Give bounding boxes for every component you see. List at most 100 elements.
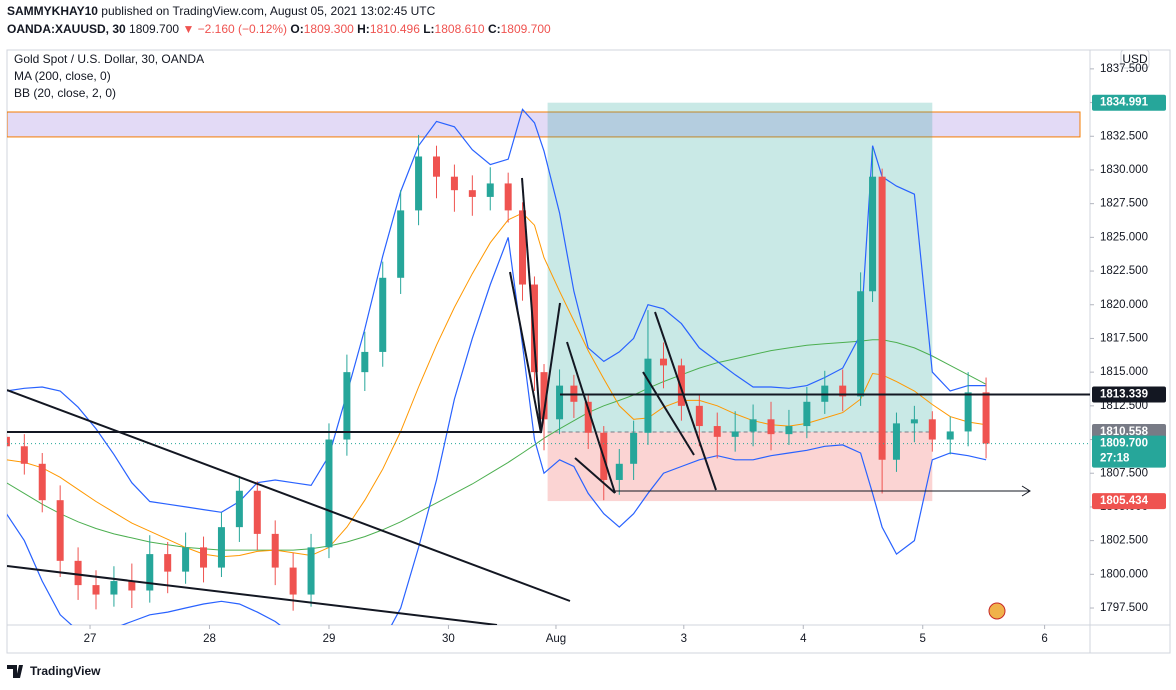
candle-body (450, 176, 458, 191)
candle-body (869, 176, 877, 292)
candle-body (556, 385, 564, 420)
change: ▼ −2.160 (−0.12%) (182, 22, 287, 36)
brand-logo (7, 665, 23, 678)
chart-frame (6, 49, 1171, 654)
x-tick-label: 30 (442, 633, 455, 645)
candle-body (857, 291, 865, 397)
candle-body (803, 401, 811, 427)
candle-body (74, 560, 82, 586)
legend-entry: MA (200, close, 0) (14, 69, 111, 83)
zigzag-line (540, 302, 561, 434)
candle-body (38, 463, 46, 501)
ohlc-value: 1810.496 (370, 22, 420, 36)
candle-body (964, 392, 972, 432)
y-tick-label: 1817.500 (1100, 332, 1148, 344)
plot-area (7, 102, 1090, 625)
y-tick-label: 1807.500 (1100, 467, 1148, 479)
symbol: OANDA:XAUUSD, 30 (7, 22, 126, 36)
candle-body (659, 358, 667, 366)
candle-body (235, 490, 243, 528)
last-price: 1809.700 (129, 22, 179, 36)
position-profit (547, 102, 933, 433)
last-price-label: 1809.700 (1100, 438, 1148, 450)
candle-body (486, 183, 494, 197)
candle-body (878, 176, 886, 460)
candle-body (540, 372, 548, 420)
arrow-head (1021, 485, 1031, 497)
candle-body (253, 490, 261, 534)
ohlc-value: 1808.610 (435, 22, 485, 36)
candle-body (361, 351, 369, 373)
x-tick-label: Aug (546, 633, 566, 645)
candle-body (271, 533, 279, 568)
candle-body (785, 426, 793, 435)
candle-body (146, 554, 154, 591)
event-flag (988, 602, 1006, 620)
target-label: 1834.991 (1100, 97, 1149, 109)
candle-body (325, 439, 333, 548)
last-price-box (1092, 435, 1166, 468)
y-tick-label: 1827.500 (1100, 198, 1148, 210)
y-tick-label: 1830.000 (1100, 164, 1148, 176)
y-tick-label: 1800.000 (1100, 568, 1148, 580)
candle-body (910, 419, 918, 424)
target-box (1092, 94, 1166, 111)
y-tick-label: 1797.500 (1100, 602, 1148, 614)
currency: USD (1122, 52, 1148, 66)
zigzag-line (642, 371, 695, 456)
candle-body (110, 581, 118, 595)
x-tick-label: 6 (1041, 633, 1047, 645)
candle-body (695, 405, 703, 427)
candle-body (584, 401, 592, 433)
y-tick-label: 1812.500 (1100, 400, 1148, 412)
logo-mark (7, 665, 23, 678)
candle-body (713, 426, 721, 437)
stop-box (1092, 493, 1166, 510)
candle-body (7, 436, 10, 447)
candle-body (519, 210, 527, 285)
bb-lower (7, 237, 987, 625)
candle-body (928, 419, 936, 440)
candle-body (289, 567, 297, 595)
candle-body (644, 358, 652, 433)
y-tick-label: 1820.000 (1100, 299, 1148, 311)
candle-body (504, 183, 512, 211)
x-tick-label: 4 (800, 633, 807, 645)
candle-body (767, 419, 775, 435)
candle-body (379, 277, 387, 352)
brand: TradingView (30, 664, 101, 678)
candle-body (343, 372, 351, 440)
candle-body (946, 431, 954, 440)
candle-body (397, 210, 405, 278)
zigzag-line (521, 177, 542, 434)
candle-body (839, 385, 847, 397)
x-tick-label: 27 (84, 633, 97, 645)
drawings (7, 177, 1031, 625)
zigzag-line (509, 271, 542, 434)
countdown: 27:18 (1100, 453, 1130, 465)
trend-line (7, 565, 498, 625)
candle-body (530, 284, 538, 373)
stop-label: 1805.434 (1100, 495, 1149, 507)
x-tick-label: 5 (920, 633, 926, 645)
candle-body (217, 527, 225, 568)
currency-box[interactable] (1120, 49, 1150, 69)
candle-body (200, 547, 208, 568)
zigzag-line (566, 341, 616, 494)
candle-body (731, 431, 739, 437)
candle-body (749, 419, 757, 432)
y-tick-label: 1832.500 (1100, 130, 1148, 142)
ma-line (7, 339, 987, 551)
ohlc-key: L: (423, 22, 434, 36)
x-tick-label: 29 (323, 633, 336, 645)
candle-body (677, 365, 685, 406)
candle-body (128, 581, 136, 591)
level-box (1092, 386, 1166, 403)
candle-body (630, 432, 638, 464)
candle-body (182, 547, 190, 572)
zone (7, 111, 1081, 138)
candle-body (468, 190, 476, 197)
y-tick-label: 1837.500 (1100, 63, 1148, 75)
candle-body (164, 554, 172, 572)
